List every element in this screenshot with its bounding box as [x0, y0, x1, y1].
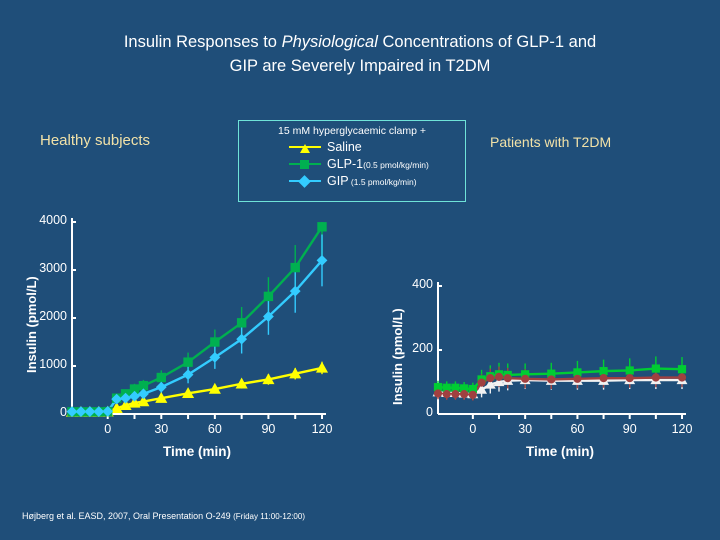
x-tick-label: 0 — [469, 422, 477, 436]
x-tick-label: 30 — [154, 422, 169, 436]
legend-marker-diamond-icon — [289, 174, 321, 188]
series-markers-glp-1 — [67, 222, 327, 417]
plot-area — [432, 282, 688, 419]
title-line-2: GIP are Severely Impaired in T2DM — [229, 57, 491, 75]
citation-time: (Friday 11:00-12:00) — [233, 512, 305, 521]
series-line-gip — [72, 259, 323, 413]
series-markers-gip — [66, 254, 328, 418]
y-tick-label: 0 — [426, 405, 433, 419]
x-tick-label: 60 — [207, 422, 222, 436]
left-chart-group-label: Healthy subjects — [40, 132, 151, 149]
y-tick-label: 4000 — [39, 213, 67, 227]
x-tick-label: 120 — [311, 422, 333, 436]
y-tick-label: 200 — [412, 341, 433, 355]
legend-items: Saline GLP-1(0.5 pmol/kg/min) GIP (1.5 pmo… — [245, 138, 459, 189]
chart-legend: 15 mM hyperglycaemic clamp + Saline GLP-1… — [238, 120, 466, 202]
legend-label: Saline — [327, 139, 362, 154]
x-axis-title: Time (min) — [162, 444, 231, 459]
citation-footer: Højberg et al. EASD, 2007, Oral Presenta… — [22, 511, 305, 521]
page-title: Insulin Responses to Physiological Conce… — [40, 30, 680, 78]
x-tick-label: 120 — [671, 422, 693, 436]
x-tick-label: 0 — [104, 422, 112, 436]
chart-t2dm-patients: 0 30 60 90 120 0 200 400 Time (min) Insulin (pmol… — [378, 277, 698, 472]
series-line-glp-1 — [72, 226, 324, 414]
legend-marker-square-icon — [289, 158, 321, 170]
legend-marker-triangle-icon — [289, 141, 321, 153]
y-axis-title: Insulin (pmol/L) — [390, 308, 405, 405]
series-errorbars-glp-1 — [71, 222, 323, 413]
legend-item-glp-1: GLP-1(0.5 pmol/kg/min) — [245, 155, 459, 172]
y-tick-label: 3000 — [39, 261, 67, 275]
chart-healthy-subjects: 0 30 60 90 120 0 1000 2000 3000 4000 Time (min) Ins… — [10, 212, 340, 472]
legend-sublabel: (1.5 pmol/kg/min) — [348, 176, 417, 187]
x-tick-label: 30 — [518, 422, 533, 436]
legend-label: GLP-1(0.5 pmol/kg/min) — [327, 156, 429, 171]
legend-item-gip: GIP (1.5 pmol/kg/min) — [245, 172, 459, 189]
series-line-glp-1 — [437, 367, 683, 391]
title-part-2: Concentrations of GLP-1 and — [377, 33, 597, 51]
title-italic-word: Physiological — [281, 33, 378, 51]
x-tick-label: 90 — [622, 422, 637, 436]
y-tick-label: 400 — [412, 277, 433, 291]
series-markers-gip — [433, 372, 687, 399]
legend-item-saline: Saline — [245, 138, 459, 155]
y-tick-label: 0 — [60, 405, 67, 419]
x-axis-title: Time (min) — [525, 444, 594, 459]
x-tick-label: 90 — [261, 422, 276, 436]
legend-sublabel: (0.5 pmol/kg/min) — [363, 159, 429, 170]
y-axis-title: Insulin (pmol/L) — [24, 276, 39, 373]
x-tick-label: 60 — [570, 422, 585, 436]
plot-area — [65, 218, 329, 419]
series-line-saline — [72, 366, 323, 414]
series-line-gip — [437, 375, 682, 397]
legend-title: 15 mM hyperglycaemic clamp + — [278, 125, 426, 137]
y-tick-label: 1000 — [39, 357, 67, 371]
y-tick-label: 2000 — [39, 309, 67, 323]
legend-label: GIP (1.5 pmol/kg/min) — [327, 173, 417, 188]
title-part-1: Insulin Responses to — [123, 33, 282, 51]
series-errorbars-gip — [71, 234, 323, 413]
citation-main: Højberg et al. EASD, 2007, Oral Presenta… — [22, 511, 234, 521]
right-chart-group-label: Patients with T2DM — [490, 134, 612, 150]
